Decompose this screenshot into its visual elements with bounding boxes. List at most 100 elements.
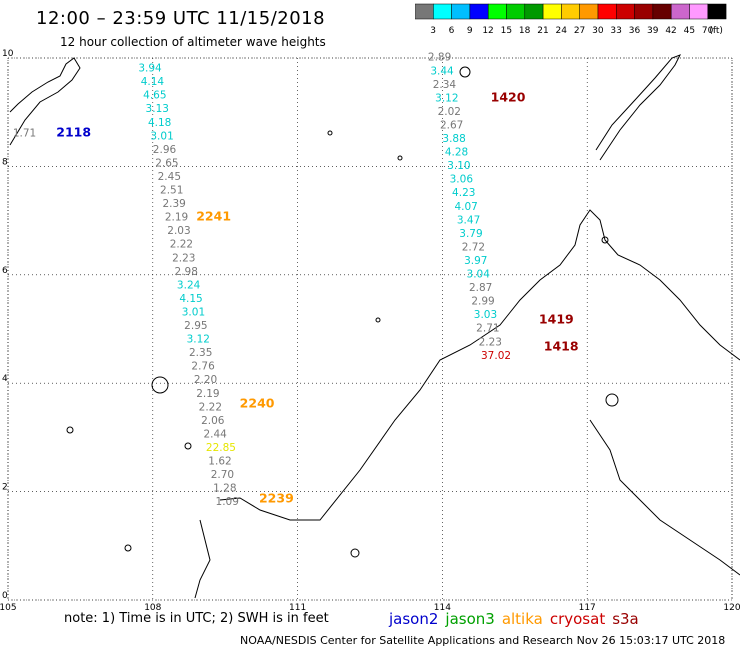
pass-id-label: 1419 (539, 312, 574, 327)
axis-tick-labels: 105 108 111 114 117 120 0 2 4 6 8 10 (0, 49, 740, 610)
island-e (459, 66, 471, 78)
colorbar-label: 30 (592, 26, 604, 36)
swh-observation: 3.01 (150, 130, 173, 142)
swh-observation: 2.45 (158, 171, 181, 183)
colorbar-label: 70 (702, 26, 714, 36)
map-title: 12:00 – 23:59 UTC 11/15/2018 (36, 8, 326, 29)
swh-observation: 3.44 (430, 65, 454, 77)
swh-observation: 2.19 (196, 388, 219, 400)
swh-observation: 2.35 (189, 347, 212, 359)
coastline-palawan (595, 54, 682, 161)
colorbar-label: 15 (501, 26, 512, 36)
swh-observation: 2.44 (203, 428, 227, 440)
swh-observation: 4.28 (445, 147, 468, 159)
island-i (605, 393, 619, 407)
coastline (9, 54, 740, 599)
swh-observation: 4.15 (179, 293, 202, 305)
swh-observation: 2.67 (440, 119, 463, 131)
coastline-borneo-south (589, 419, 740, 576)
colorbar-label: 9 (467, 26, 473, 36)
swh-observation: 2.20 (194, 374, 217, 386)
swh-observation: 2.22 (170, 239, 193, 251)
swh-observation: 3.24 (177, 279, 201, 291)
swh-observation: 1.71 (13, 128, 36, 140)
island-a (184, 442, 192, 450)
swh-observation: 3.47 (457, 214, 480, 226)
swh-observation: 1.28 (213, 483, 236, 495)
lon-tick-label: 108 (144, 603, 161, 610)
colorbar-label: 12 (482, 26, 493, 36)
swh-observation: 4.65 (143, 90, 166, 102)
swh-observation: 4.07 (454, 201, 477, 213)
swh-observation: 2.98 (175, 266, 198, 278)
colorbar-label: 39 (647, 26, 659, 36)
island-h (375, 317, 381, 323)
island-j (601, 236, 609, 244)
coastline-borneo (219, 209, 740, 521)
swh-observation: 1.09 (216, 496, 239, 508)
swh-observation: 2.76 (191, 361, 215, 373)
swh-observation: 3.88 (442, 133, 465, 145)
lat-tick-label: 0 (2, 591, 8, 601)
altimeter-map: 1.713.944.144.653.134.183.012.962.652.45… (0, 49, 740, 610)
swh-observation: 4.14 (141, 76, 165, 88)
pass-id-label: 1418 (544, 339, 579, 354)
colorbar-label: 21 (537, 26, 548, 36)
lat-tick-label: 4 (2, 374, 8, 384)
colorbar-label: 27 (574, 26, 585, 36)
colorbar-label: 24 (556, 26, 568, 36)
pass-ids: 2118 2241 2240 2239 1420 1419 1418 (56, 89, 578, 505)
swh-observation: 2.70 (211, 469, 234, 481)
lat-tick-label: 6 (2, 266, 8, 276)
swh-observation: 2.89 (428, 52, 451, 64)
swh-observation: 3.12 (187, 334, 210, 346)
map-frame (7, 57, 733, 601)
swh-observation: 3.97 (464, 255, 487, 267)
colorbar-unit: (ft) (709, 26, 723, 36)
swh-observation: 3.10 (447, 160, 470, 172)
swh-observation: 22.85 (206, 442, 236, 454)
lon-tick-label: 111 (289, 603, 306, 610)
swh-observation: 3.01 (182, 306, 205, 318)
swh-observation: 1.62 (208, 456, 231, 468)
swh-observation: 2.22 (199, 401, 222, 413)
map-subtitle: 12 hour collection of altimeter wave hei… (60, 35, 326, 49)
island-natuna (151, 376, 169, 394)
swh-observation: 2.03 (167, 225, 190, 237)
coastline-peninsula (194, 519, 211, 599)
lon-tick-label: 117 (579, 603, 596, 610)
swh-observation: 3.04 (467, 269, 491, 281)
lon-tick-label: 105 (0, 603, 17, 610)
pass-id-label: 2241 (196, 209, 231, 224)
legend-entry: jason2 (389, 610, 439, 628)
swh-observation: 3.94 (138, 63, 162, 75)
legend-entry: s3a (612, 610, 639, 628)
colorbar-swatch (707, 3, 727, 20)
wave-height-colorbar: 3 6 9 12 15 18 21 24 27 30 33 36 39 42 45 70(ft) (415, 3, 727, 36)
pass-id-label: 1420 (491, 89, 526, 104)
island-d (350, 548, 360, 558)
swh-observation: 2.34 (433, 79, 457, 91)
island-f (397, 155, 403, 161)
swh-observation: 4.23 (452, 187, 475, 199)
colorbar-label: 6 (449, 26, 455, 36)
legend-entry: cryosat (549, 610, 606, 628)
pass-id-label: 2118 (56, 125, 91, 140)
lon-tick-label: 120 (723, 603, 740, 610)
colorbar-label: 42 (665, 26, 676, 36)
swh-observation: 2.39 (162, 198, 185, 210)
island-g (327, 130, 333, 136)
pass-id-label: 2239 (259, 490, 294, 505)
footnote: note: 1) Time is in UTC; 2) SWH is in fe… (64, 611, 329, 626)
colorbar-label: 33 (610, 26, 621, 36)
swh-observation: 2.65 (155, 157, 178, 169)
credit-line: NOAA/NESDIS Center for Satellite Applica… (240, 634, 726, 647)
satellite-legend: jason2 jason3 altika cryosat s3a (389, 610, 646, 628)
legend-entry: jason3 (445, 610, 495, 628)
swh-observation: 2.23 (479, 336, 502, 348)
swh-observation: 3.79 (459, 228, 482, 240)
altimeter-tracks: 1.713.944.144.653.134.183.012.962.652.45… (13, 52, 511, 508)
swh-observation: 2.06 (201, 415, 225, 427)
swh-observation: 37.02 (481, 350, 511, 362)
swh-observation: 2.99 (471, 296, 494, 308)
